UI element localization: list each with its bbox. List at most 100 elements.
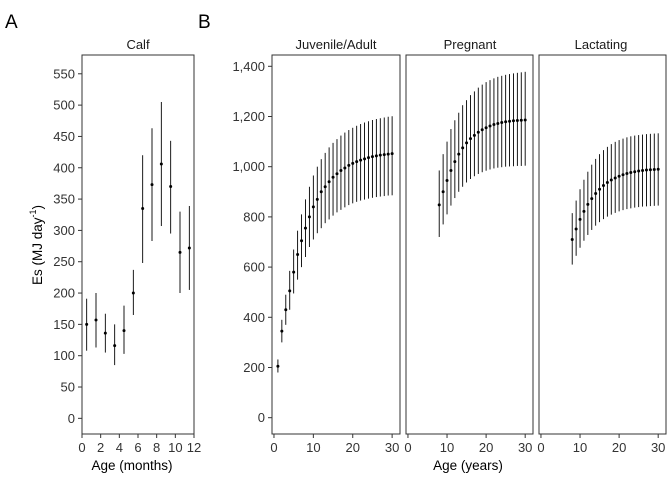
juvenile-y-tick-label: 200: [243, 360, 265, 375]
pregnant-x-tick-label: 0: [404, 440, 411, 455]
pregnant-point: [457, 152, 461, 156]
panel-letter-a: A: [5, 12, 18, 33]
lactating-frame: [538, 54, 667, 435]
lactating-point: [621, 173, 625, 177]
calf-point: [169, 185, 173, 189]
pregnant-point: [465, 141, 469, 145]
pregnant-point: [453, 160, 457, 164]
juvenile-point: [296, 253, 300, 257]
lactating-point: [582, 209, 586, 213]
lactating-point: [598, 187, 602, 191]
calf-x-tick-label: 8: [153, 440, 160, 455]
juvenile-point: [390, 152, 394, 156]
lactating-x-tick-label: 20: [612, 440, 626, 455]
calf-point: [187, 246, 191, 250]
strip-title-pregnant: Pregnant: [444, 37, 497, 52]
calf-x-tick-label: 10: [168, 440, 182, 455]
calf-y-tick-label: 550: [53, 66, 75, 81]
juvenile-y-tick-label: 1,000: [232, 159, 265, 174]
juvenile-y-tick-label: 400: [243, 310, 265, 325]
calf-point: [122, 329, 126, 333]
juvenile-point: [331, 175, 335, 179]
calf-y-tick-label: 300: [53, 223, 75, 238]
calf-point: [141, 206, 145, 210]
calf-frame: [81, 54, 195, 435]
lactating-point: [609, 178, 613, 182]
lactating-point: [590, 197, 594, 201]
pregnant-point: [476, 130, 480, 134]
juvenile-point: [335, 172, 339, 176]
calf-y-tick-label: 450: [53, 129, 75, 144]
y-axis-title-main: Es (MJ day: [30, 217, 45, 285]
pregnant-point: [468, 137, 472, 141]
y-axis-title-close: ): [30, 205, 45, 210]
pregnant-point: [496, 122, 500, 126]
juvenile-y-tick-label: 600: [243, 260, 265, 275]
calf-x-tick-label: 4: [116, 440, 123, 455]
juvenile-point: [347, 163, 351, 167]
calf-point: [159, 162, 163, 166]
calf-point: [113, 344, 117, 348]
lactating-point: [578, 217, 582, 221]
pregnant-point: [500, 121, 504, 125]
strip-title-calf: Calf: [126, 37, 150, 52]
calf-point: [94, 318, 98, 322]
pregnant-point: [504, 120, 508, 124]
juvenile-y-tick-label: 1,200: [232, 109, 265, 124]
lactating-point: [613, 176, 617, 180]
juvenile-point: [355, 160, 359, 164]
pregnant-point: [472, 133, 476, 137]
lactating-point: [648, 168, 652, 172]
lactating-point: [629, 170, 633, 174]
lactating-point: [644, 168, 648, 172]
lactating-point: [617, 174, 621, 178]
lactating-point: [570, 237, 574, 241]
juvenile-point: [323, 185, 327, 189]
calf-point: [131, 291, 135, 295]
calf-y-tick-label: 0: [68, 411, 75, 426]
lactating-point: [605, 181, 609, 185]
pregnant-point: [441, 190, 445, 194]
juvenile-x-tick-label: 0: [270, 440, 277, 455]
pregnant-point: [523, 118, 527, 122]
juvenile-point: [292, 270, 296, 274]
lactating-point: [641, 168, 645, 172]
pregnant-x-tick-label: 30: [518, 440, 532, 455]
juvenile-y-tick-label: 1,400: [232, 59, 265, 74]
pregnant-point: [445, 178, 449, 182]
juvenile-x-tick-label: 30: [385, 440, 399, 455]
lactating-point: [652, 167, 656, 171]
calf-y-tick-label: 250: [53, 254, 75, 269]
juvenile-point: [386, 152, 390, 156]
pregnant-point: [488, 124, 492, 128]
juvenile-point: [370, 155, 374, 159]
juvenile-point: [343, 166, 347, 170]
calf-y-tick-label: 50: [61, 380, 75, 395]
juvenile-point: [351, 161, 355, 165]
pregnant-point: [508, 119, 512, 123]
juvenile-frame: [271, 54, 401, 435]
juvenile-y-tick-label: 800: [243, 209, 265, 224]
pregnant-point: [449, 168, 453, 172]
pregnant-point: [480, 128, 484, 132]
juvenile-point: [339, 168, 343, 172]
juvenile-point: [359, 158, 363, 162]
lactating-point: [594, 192, 598, 196]
calf-y-tick-label: 350: [53, 192, 75, 207]
juvenile-point: [311, 205, 315, 209]
pregnant-point: [484, 126, 488, 130]
calf-y-tick-label: 200: [53, 286, 75, 301]
juvenile-point: [307, 215, 311, 219]
pregnant-point: [461, 146, 465, 150]
lactating-point: [586, 202, 590, 206]
lactating-x-tick-label: 0: [537, 440, 544, 455]
juvenile-point: [300, 239, 304, 243]
x-axis-title-months: Age (months): [91, 458, 172, 473]
y-axis-title-superscript: -1: [28, 209, 38, 217]
calf-point: [103, 331, 107, 335]
strip-title-lactating: Lactating: [575, 37, 628, 52]
juvenile-point: [374, 154, 378, 158]
calf-point: [150, 183, 154, 187]
pregnant-x-tick-label: 20: [479, 440, 493, 455]
